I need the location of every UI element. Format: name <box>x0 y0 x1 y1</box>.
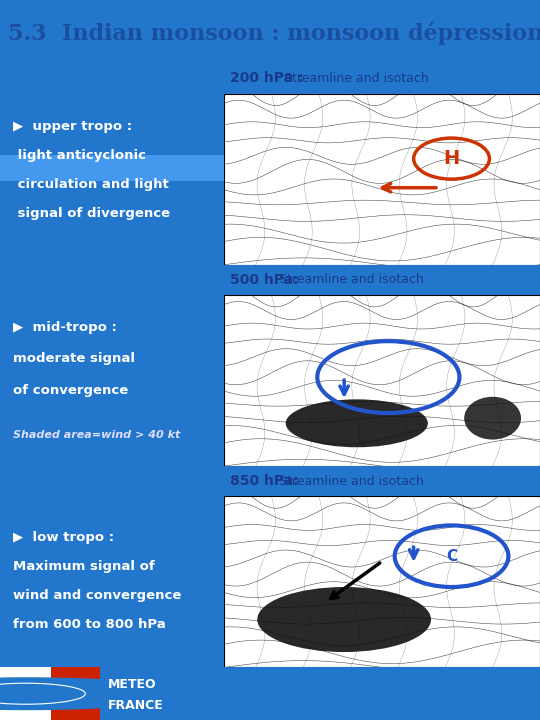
Ellipse shape <box>286 400 428 447</box>
Text: H: H <box>443 149 460 168</box>
Text: ▶  mid-tropo :: ▶ mid-tropo : <box>14 321 117 334</box>
Ellipse shape <box>257 587 431 652</box>
Text: Shaded area=wind > 40 kt: Shaded area=wind > 40 kt <box>14 430 181 440</box>
Text: 850 hPa:: 850 hPa: <box>231 474 299 488</box>
Text: Maximum signal of: Maximum signal of <box>14 559 155 572</box>
Text: from 600 to 800 hPa: from 600 to 800 hPa <box>14 618 166 631</box>
Text: Streamline and isotach: Streamline and isotach <box>271 474 423 487</box>
Text: 5.3  Indian monsoon : monsoon dépression: 5.3 Indian monsoon : monsoon dépression <box>8 21 540 45</box>
Bar <box>0 0 540 12</box>
Text: wind and convergence: wind and convergence <box>14 589 182 602</box>
Text: ▶  low tropo :: ▶ low tropo : <box>14 531 114 544</box>
Text: FRANCE: FRANCE <box>108 699 164 712</box>
Bar <box>0 155 224 181</box>
Ellipse shape <box>464 397 521 439</box>
Circle shape <box>0 678 188 709</box>
Text: METEO: METEO <box>108 678 157 690</box>
Bar <box>0 667 100 720</box>
Text: Streamline and isotach: Streamline and isotach <box>271 274 423 287</box>
Bar <box>0 57 540 63</box>
Text: Streamline and isotach: Streamline and isotach <box>276 72 429 85</box>
Text: 200 hPa :: 200 hPa : <box>231 71 304 86</box>
Text: signal of divergence: signal of divergence <box>14 207 171 220</box>
Text: light anticyclonic: light anticyclonic <box>14 149 146 162</box>
Text: of convergence: of convergence <box>14 384 129 397</box>
Bar <box>51 667 100 720</box>
Text: C: C <box>446 549 457 564</box>
Text: 500 hPa:: 500 hPa: <box>231 273 299 287</box>
Text: moderate signal: moderate signal <box>14 352 136 365</box>
Text: ▶  upper tropo :: ▶ upper tropo : <box>14 120 133 132</box>
Text: circulation and light: circulation and light <box>14 178 169 191</box>
